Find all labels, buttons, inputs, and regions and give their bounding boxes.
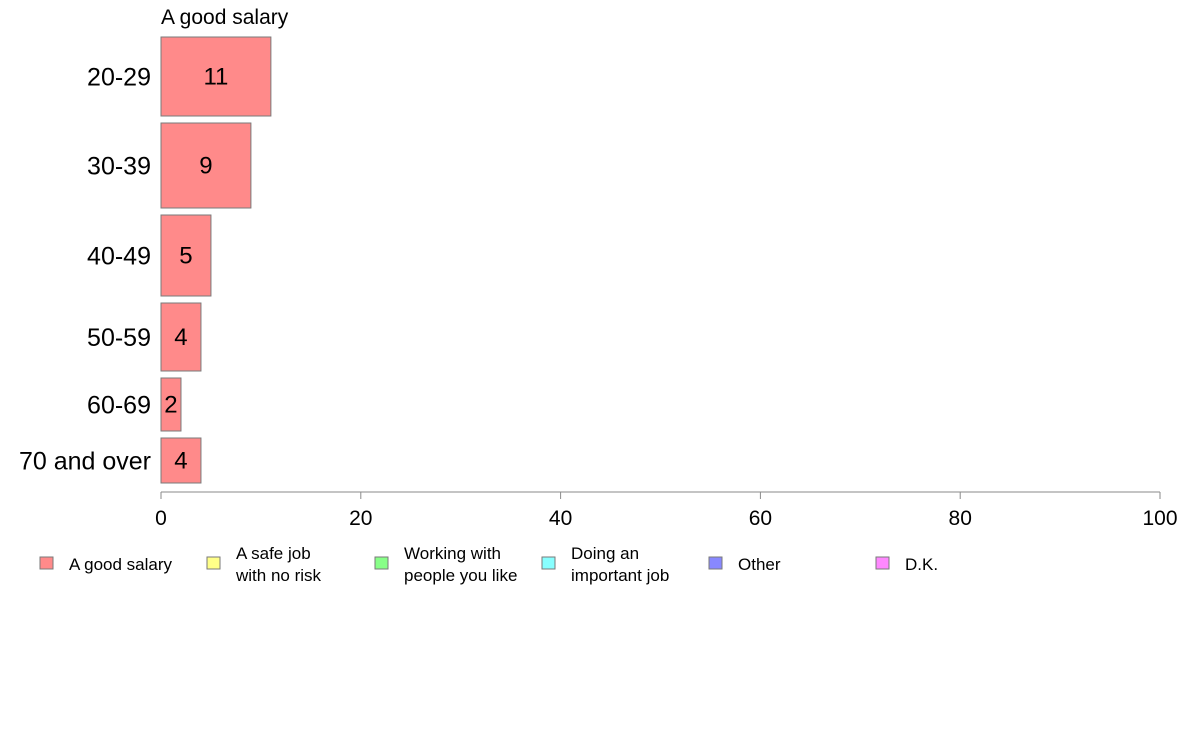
bar-50-59 [160, 302, 202, 372]
legend-label: Doing an important job [571, 544, 669, 585]
y-tick-label: 60-69 [87, 392, 151, 420]
x-axis: 0 20 40 60 80 100 [155, 491, 1178, 530]
bar-data-label: 5 [179, 243, 192, 270]
bar-data-label: 4 [174, 324, 187, 351]
legend-swatch [875, 556, 890, 570]
legend-item: Working with people you like [374, 544, 517, 585]
legend-label: D.K. [905, 555, 938, 574]
y-axis-labels: 20-29 30-39 40-49 50-59 60-69 70 and over [19, 64, 151, 476]
y-tick-label: 40-49 [87, 243, 151, 271]
x-tick-label: 80 [949, 507, 972, 530]
legend-item: D.K. [875, 555, 938, 574]
bar-30-39 [160, 122, 252, 209]
bars-group: 11 9 5 4 2 4 [160, 36, 272, 484]
y-tick-label: 30-39 [87, 153, 151, 181]
y-tick-label: 20-29 [87, 64, 151, 92]
legend-swatch [708, 556, 723, 570]
bar-60-69 [160, 377, 182, 432]
legend-label: Other [738, 555, 781, 574]
bar-40-49 [160, 214, 212, 297]
legend-item: Doing an important job [541, 544, 669, 585]
y-tick-label: 70 and over [19, 448, 151, 476]
chart-title: A good salary [161, 6, 289, 29]
legend-item: A good salary [39, 555, 173, 574]
legend-swatch [39, 556, 54, 570]
bar-data-label: 9 [199, 153, 212, 180]
bar-20-29 [160, 36, 272, 117]
legend-swatch [541, 556, 556, 570]
legend-label: A safe job with no risk [235, 544, 322, 585]
x-tick-label: 40 [549, 507, 572, 530]
legend: A good salary A safe job with no risk Worki… [39, 544, 938, 585]
x-tick-label: 20 [349, 507, 372, 530]
bar-data-label: 11 [203, 64, 228, 91]
x-tick-label: 100 [1142, 507, 1177, 530]
legend-item: Other [708, 555, 781, 574]
legend-swatch [374, 556, 389, 570]
x-tick-label: 60 [749, 507, 772, 530]
legend-item: A safe job with no risk [206, 544, 322, 585]
bar-data-label: 4 [174, 448, 187, 475]
bar-data-label: 2 [164, 392, 177, 419]
y-tick-label: 50-59 [87, 324, 151, 352]
x-tick-label: 0 [155, 507, 167, 530]
legend-label: Working with people you like [404, 544, 517, 585]
bar-70-and-over [160, 437, 202, 484]
legend-swatch [206, 556, 221, 570]
legend-label: A good salary [69, 555, 173, 574]
